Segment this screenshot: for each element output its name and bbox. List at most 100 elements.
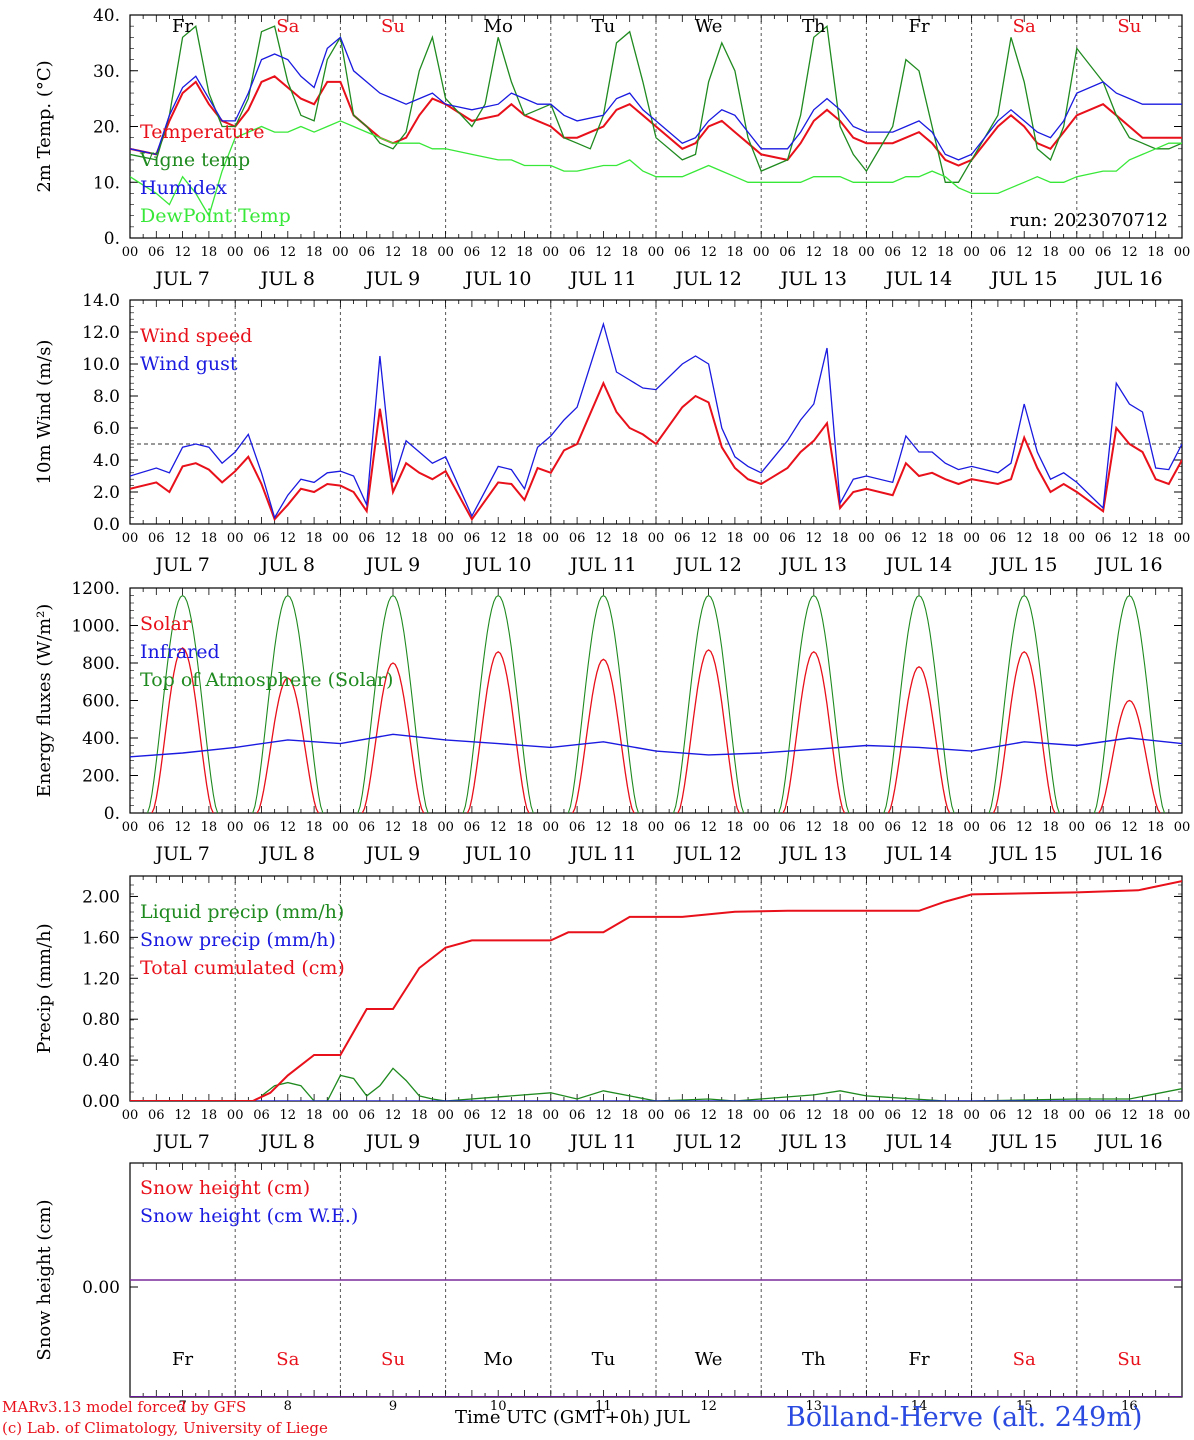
hour-tick-label: 12 <box>1121 531 1138 546</box>
weekday-label: Fr <box>172 1349 193 1370</box>
hour-tick-label: 00 <box>122 531 139 546</box>
date-label: JUL 13 <box>779 843 847 865</box>
hour-tick-label: 06 <box>464 820 481 835</box>
hour-tick-label: 12 <box>1121 245 1138 260</box>
hour-tick-label: 00 <box>648 1108 665 1123</box>
weekday-label: Sa <box>276 1349 299 1370</box>
panel-5: 0.00 Snow height (cm) Snow height (cm) Snow… <box>34 1162 1183 1414</box>
date-label: JUL 8 <box>259 843 315 865</box>
hour-tick-label: 18 <box>621 1108 638 1123</box>
hour-tick-label: 06 <box>779 531 796 546</box>
hour-tick-label: 12 <box>1016 531 1033 546</box>
weekday-label: Sa <box>1013 1349 1036 1370</box>
day-number-label: 16 <box>1121 1399 1138 1414</box>
series-line <box>130 880 1182 1101</box>
hour-tick-label: 12 <box>911 820 928 835</box>
panel-3: 0. 200. 400. 600. 800. 1000. 1200. Energy fluxe… <box>34 579 1190 865</box>
date-label: JUL 14 <box>884 1131 952 1153</box>
hour-tick-label: 12 <box>595 820 612 835</box>
date-label: JUL 9 <box>364 554 420 576</box>
panel-1: 0. 10. 20. 30. 40. 2m Temp. (°C) 00 06 12 18 00 06 1… <box>34 6 1190 290</box>
hour-tick-label: 00 <box>122 245 139 260</box>
hour-tick-label: 12 <box>1121 820 1138 835</box>
date-label: JUL 11 <box>568 843 636 865</box>
solar-curve <box>361 662 425 813</box>
legend-entry: Snow precip (mm/h) <box>140 929 336 951</box>
hour-tick-label: 12 <box>490 1108 507 1123</box>
date-label: JUL 7 <box>153 1131 209 1153</box>
hour-tick-label: 06 <box>674 820 691 835</box>
hour-tick-label: 00 <box>332 531 349 546</box>
hour-tick-label: 00 <box>1174 245 1191 260</box>
hour-tick-label: 18 <box>727 245 744 260</box>
hour-tick-label: 18 <box>201 1108 218 1123</box>
weekday-label: Th <box>802 1349 826 1370</box>
hour-tick-label: 18 <box>937 245 954 260</box>
weekday-label: Su <box>1117 1349 1141 1370</box>
weekday-label: Fr <box>908 16 929 37</box>
hour-tick-label: 12 <box>385 245 402 260</box>
hour-tick-label: 18 <box>937 531 954 546</box>
hour-tick-label: 18 <box>201 820 218 835</box>
hour-tick-label: 12 <box>700 820 717 835</box>
legend-entry: Top of Atmosphere (Solar) <box>140 669 393 691</box>
weekday-label: Fr <box>172 16 193 37</box>
y-tick-label: 1.60 <box>82 928 120 948</box>
hour-tick-label: 12 <box>806 245 823 260</box>
y-tick-label: 14.0 <box>82 291 120 311</box>
hour-tick-label: 12 <box>1121 1108 1138 1123</box>
solar-curve <box>572 658 635 813</box>
solar-curve <box>992 650 1056 813</box>
plot-frame <box>129 587 1183 814</box>
y-tick-label: 8.0 <box>93 387 120 407</box>
y-tick-label: 0.00 <box>82 1092 120 1112</box>
hour-tick-label: 12 <box>806 1108 823 1123</box>
series-line <box>130 380 1182 522</box>
hour-tick-label: 00 <box>1174 531 1191 546</box>
hour-tick-label: 12 <box>174 245 191 260</box>
hour-tick-label: 00 <box>858 531 875 546</box>
hour-tick-label: 12 <box>595 245 612 260</box>
date-label: JUL 12 <box>673 268 741 290</box>
hour-tick-label: 00 <box>648 820 665 835</box>
hour-tick-label: 06 <box>358 1108 375 1123</box>
legend-entry: Vigne temp <box>139 149 250 171</box>
hour-tick-label: 06 <box>464 245 481 260</box>
weekday-label: Su <box>1117 16 1141 37</box>
hour-tick-label: 06 <box>990 531 1007 546</box>
solar-curve <box>466 650 530 813</box>
day-number-label: 7 <box>178 1399 186 1414</box>
hour-tick-label: 18 <box>832 531 849 546</box>
day-number-label: 14 <box>911 1399 928 1414</box>
y-tick-label: 1200. <box>71 579 120 599</box>
date-label: JUL 15 <box>989 554 1057 576</box>
y-tick-label: 0.00 <box>82 1278 120 1298</box>
hour-tick-label: 18 <box>1147 820 1164 835</box>
hour-tick-label: 18 <box>832 245 849 260</box>
date-label: JUL 13 <box>779 554 847 576</box>
hour-tick-label: 00 <box>858 1108 875 1123</box>
hour-tick-label: 18 <box>621 531 638 546</box>
hour-tick-label: 18 <box>1042 531 1059 546</box>
date-label: JUL 10 <box>463 554 531 576</box>
hour-tick-label: 00 <box>332 820 349 835</box>
weekday-label: We <box>695 16 723 37</box>
hour-tick-label: 00 <box>858 245 875 260</box>
day-number-label: 12 <box>700 1399 717 1414</box>
hour-tick-label: 00 <box>963 1108 980 1123</box>
y-axis-label: Precip (mm/h) <box>34 923 55 1053</box>
hour-tick-label: 00 <box>332 1108 349 1123</box>
y-tick-label: 0. <box>104 804 120 824</box>
hour-tick-label: 00 <box>753 1108 770 1123</box>
hour-tick-label: 18 <box>411 245 428 260</box>
toa-curve <box>672 594 745 813</box>
hour-tick-label: 06 <box>148 1108 165 1123</box>
date-label: JUL 12 <box>673 554 741 576</box>
date-label: JUL 10 <box>463 1131 531 1153</box>
hour-tick-label: 12 <box>280 1108 297 1123</box>
legend-entry: Liquid precip (mm/h) <box>140 901 344 923</box>
hour-tick-label: 06 <box>569 531 586 546</box>
toa-curve <box>1093 594 1166 813</box>
day-number-label: 15 <box>1016 1399 1033 1414</box>
y-tick-label: 2.0 <box>93 483 120 503</box>
